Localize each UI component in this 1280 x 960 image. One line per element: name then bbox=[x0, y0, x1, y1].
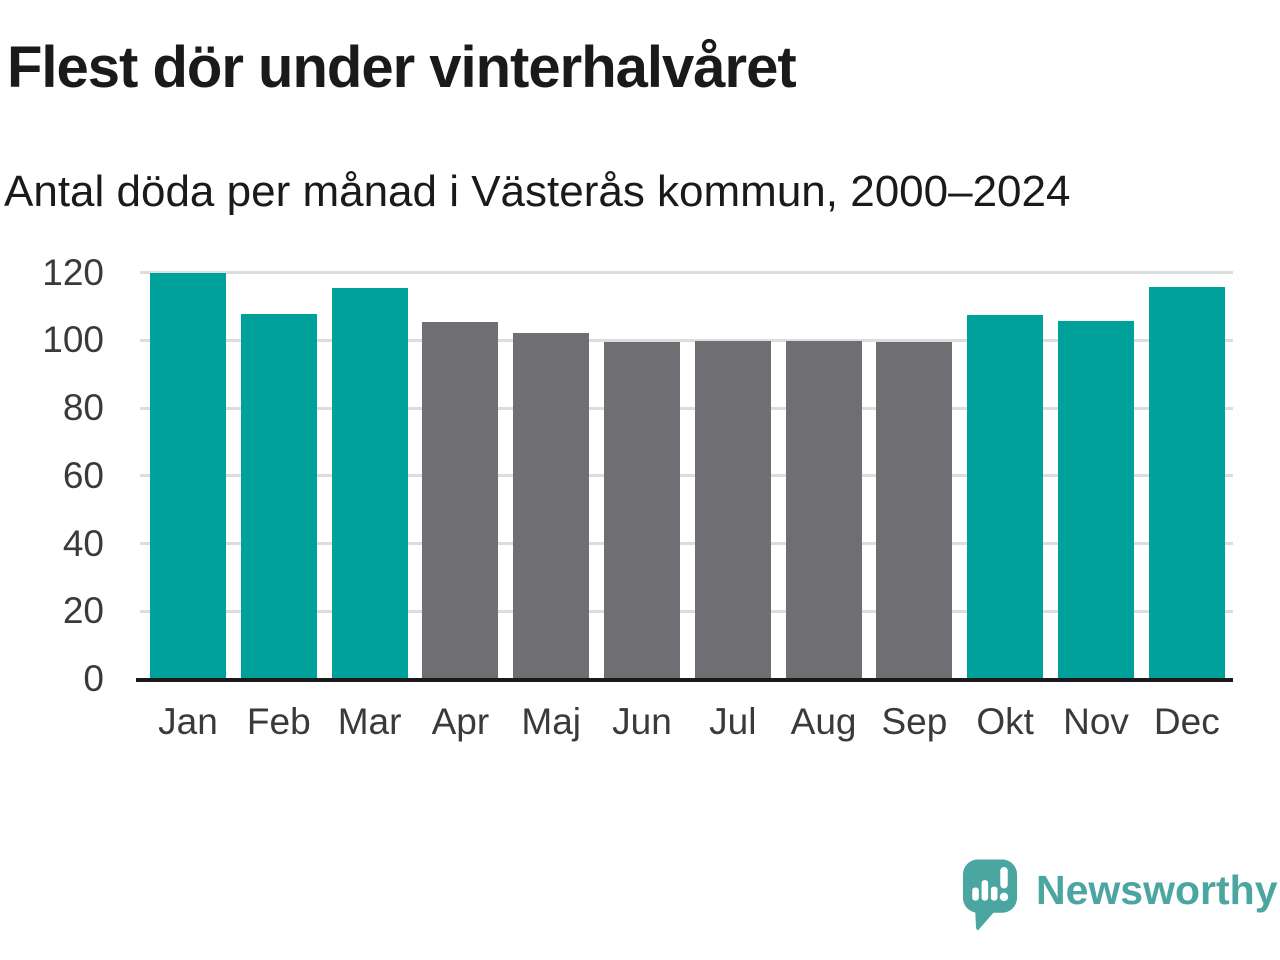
y-tick-label-40: 40 bbox=[62, 522, 104, 564]
bar-jan bbox=[150, 272, 226, 679]
newsworthy-speech-bubble-chart-icon bbox=[962, 859, 1018, 931]
x-tick-label-feb: Feb bbox=[246, 701, 311, 742]
y-tick-label-60: 60 bbox=[62, 454, 104, 496]
y-tick-label-20: 20 bbox=[62, 590, 104, 632]
x-tick-label-maj: Maj bbox=[521, 701, 581, 742]
chart-subtitle: Antal döda per månad i Västerås kommun, … bbox=[4, 167, 1071, 216]
bar-aug bbox=[785, 340, 862, 679]
bar-feb bbox=[240, 314, 317, 679]
bar-jul bbox=[694, 340, 771, 679]
x-tick-label-okt: Okt bbox=[976, 701, 1034, 742]
gridline-y-60 bbox=[140, 474, 1233, 478]
bar-okt bbox=[967, 315, 1044, 679]
x-tick-label-mar: Mar bbox=[337, 701, 402, 742]
x-tick-label-jun: Jun bbox=[612, 701, 672, 742]
y-tick-label-100: 100 bbox=[42, 319, 104, 361]
x-axis-line bbox=[136, 677, 1233, 682]
bar-maj bbox=[513, 333, 590, 679]
x-tick-label-apr: Apr bbox=[431, 701, 490, 742]
newsworthy-logo: Newsworthy bbox=[962, 858, 1278, 932]
x-tick-label-dec: Dec bbox=[1153, 701, 1220, 742]
gridline-y-20 bbox=[140, 609, 1233, 613]
bar-mar bbox=[331, 288, 408, 679]
chart-title: Flest dör under vinterhalvåret bbox=[7, 35, 797, 100]
gridline-y-40 bbox=[140, 542, 1233, 545]
bar-sep bbox=[876, 342, 953, 679]
newsworthy-logo-text: Newsworthy bbox=[1036, 867, 1278, 913]
x-tick-label-jan: Jan bbox=[158, 701, 218, 742]
x-tick-label-sep: Sep bbox=[881, 701, 948, 742]
y-tick-label-80: 80 bbox=[62, 387, 104, 428]
bar-apr bbox=[422, 321, 499, 679]
y-tick-label-120: 120 bbox=[42, 251, 104, 293]
x-tick-label-aug: Aug bbox=[790, 701, 857, 742]
x-tick-label-nov: Nov bbox=[1063, 701, 1129, 742]
gridline-y-100 bbox=[140, 338, 1233, 342]
x-tick-label-jul: Jul bbox=[709, 701, 757, 742]
y-tick-label-0: 0 bbox=[83, 658, 104, 699]
gridline-y-80 bbox=[140, 406, 1233, 410]
bar-nov bbox=[1058, 320, 1134, 679]
bar-jun bbox=[604, 342, 680, 679]
bar-dec bbox=[1148, 287, 1225, 679]
gridline-y-120 bbox=[140, 271, 1233, 274]
